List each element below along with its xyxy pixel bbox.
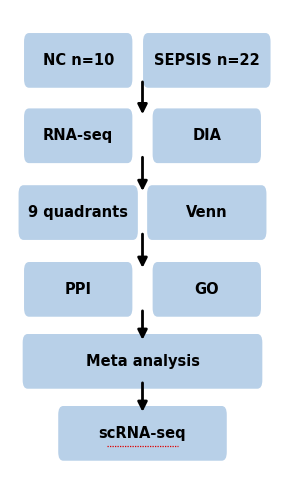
FancyBboxPatch shape [24, 33, 132, 88]
Text: scRNA-seq: scRNA-seq [99, 426, 186, 441]
Text: Venn: Venn [186, 205, 228, 220]
Text: GO: GO [194, 282, 219, 297]
Text: SEPSIS n=22: SEPSIS n=22 [154, 53, 260, 68]
Text: NC n=10: NC n=10 [42, 53, 114, 68]
FancyBboxPatch shape [153, 262, 261, 316]
FancyBboxPatch shape [23, 334, 262, 388]
FancyBboxPatch shape [24, 108, 132, 163]
Text: 9 quadrants: 9 quadrants [28, 205, 128, 220]
Text: PPI: PPI [65, 282, 92, 297]
FancyBboxPatch shape [19, 185, 138, 240]
FancyBboxPatch shape [153, 108, 261, 163]
Text: Meta analysis: Meta analysis [86, 354, 200, 369]
FancyBboxPatch shape [58, 406, 227, 460]
FancyBboxPatch shape [147, 185, 266, 240]
Text: DIA: DIA [192, 128, 221, 144]
FancyBboxPatch shape [24, 262, 132, 316]
FancyBboxPatch shape [143, 33, 270, 88]
Text: RNA-seq: RNA-seq [43, 128, 113, 144]
